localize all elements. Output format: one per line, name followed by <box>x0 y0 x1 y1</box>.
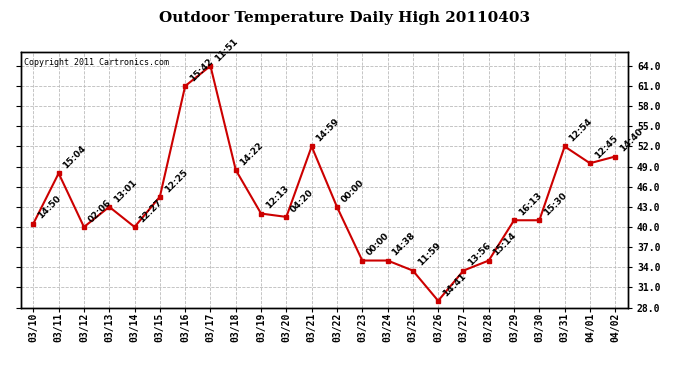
Text: 14:38: 14:38 <box>391 231 417 258</box>
Text: 15:04: 15:04 <box>61 144 88 171</box>
Text: 13:01: 13:01 <box>112 177 139 204</box>
Text: 12:27: 12:27 <box>137 198 164 224</box>
Text: 11:59: 11:59 <box>415 241 442 268</box>
Text: 14:22: 14:22 <box>239 141 265 167</box>
Text: 04:20: 04:20 <box>289 188 315 214</box>
Text: 00:00: 00:00 <box>365 231 391 258</box>
Text: Outdoor Temperature Daily High 20110403: Outdoor Temperature Daily High 20110403 <box>159 11 531 25</box>
Text: 12:13: 12:13 <box>264 184 290 211</box>
Text: Copyright 2011 Cartronics.com: Copyright 2011 Cartronics.com <box>23 58 169 67</box>
Text: 14:40: 14:40 <box>618 127 644 154</box>
Text: 16:13: 16:13 <box>517 191 544 217</box>
Text: 11:51: 11:51 <box>213 36 240 63</box>
Text: 15:14: 15:14 <box>491 231 518 258</box>
Text: 15:42: 15:42 <box>188 57 215 83</box>
Text: 12:25: 12:25 <box>163 167 189 194</box>
Text: 14:41: 14:41 <box>441 271 468 298</box>
Text: 00:00: 00:00 <box>339 178 366 204</box>
Text: 12:54: 12:54 <box>567 117 594 144</box>
Text: 15:30: 15:30 <box>542 191 569 217</box>
Text: 12:45: 12:45 <box>593 134 620 160</box>
Text: 14:59: 14:59 <box>315 117 342 144</box>
Text: 13:56: 13:56 <box>466 241 493 268</box>
Text: 14:50: 14:50 <box>36 194 63 221</box>
Text: 02:06: 02:06 <box>87 198 113 224</box>
